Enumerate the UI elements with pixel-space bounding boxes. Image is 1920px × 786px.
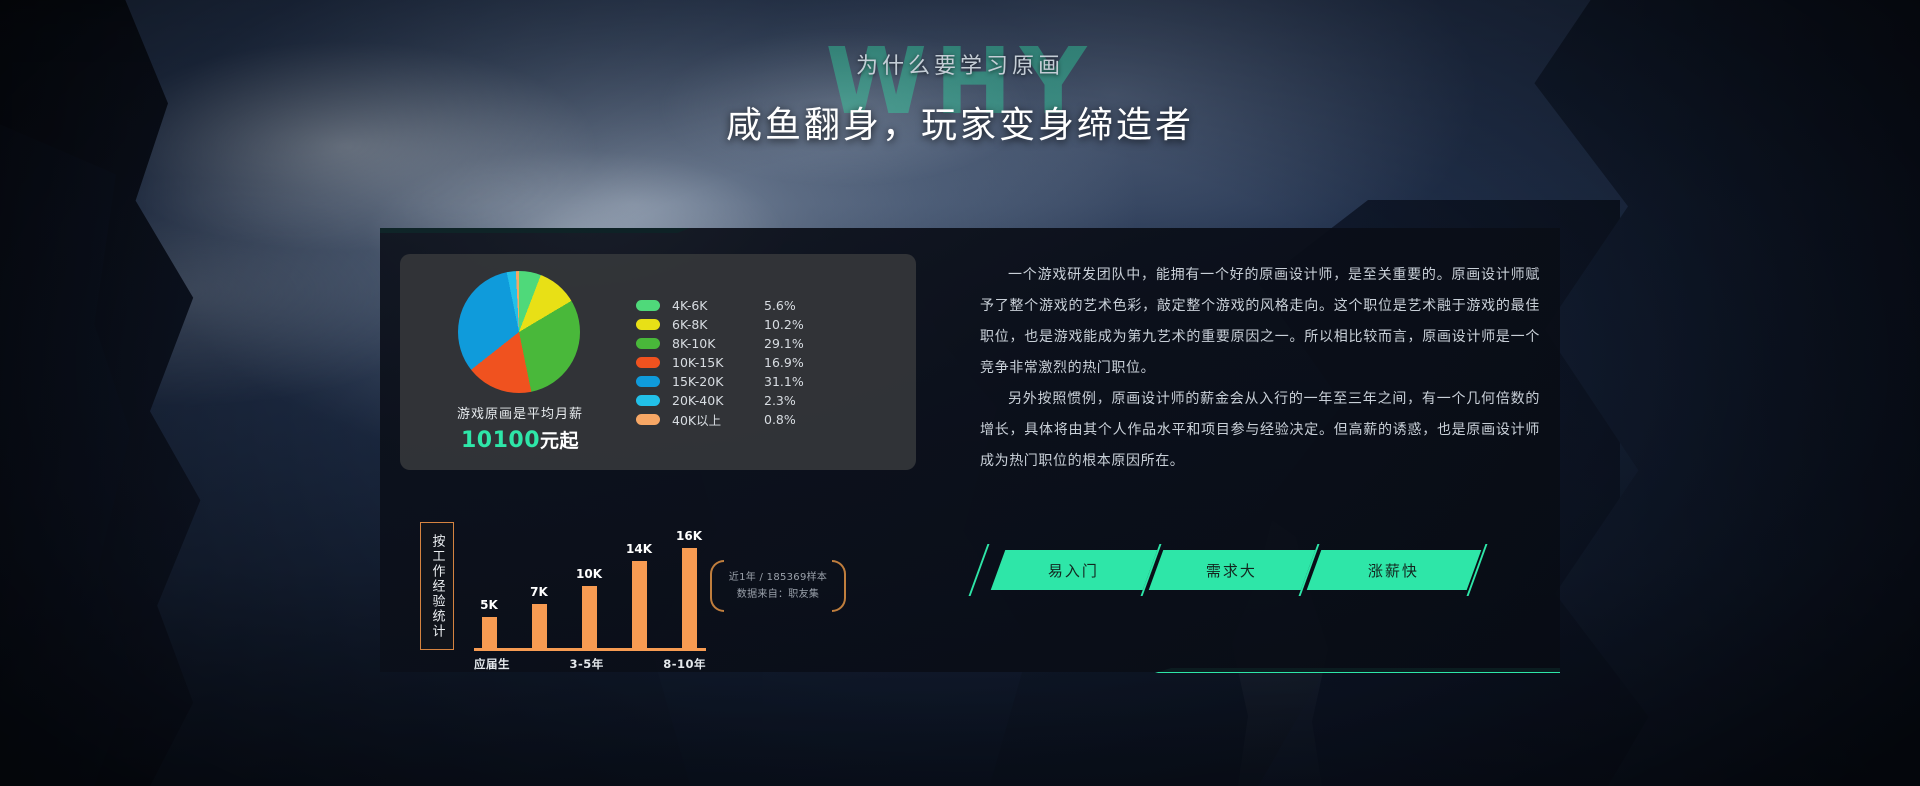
- bar-value-label: 14K: [626, 542, 652, 556]
- paragraph-1: 一个游戏研发团队中，能拥有一个好的原画设计师，是至关重要的。原画设计师赋予了整个…: [980, 267, 1540, 376]
- legend-label: 40K以上: [672, 412, 722, 428]
- legend-label: 10K-15K: [672, 354, 724, 370]
- bar-column: 14K: [624, 542, 654, 648]
- bar-tick-label: 应届生: [474, 657, 510, 671]
- bar: [681, 548, 697, 648]
- legend-row: 40K以上 0.8%: [636, 410, 916, 429]
- legend-row: 6K-8K 10.2%: [636, 315, 916, 334]
- experience-bar-chart: 按工作经验统计 5K 7K 10K 14K 16K 应届生 3-5年 8-10年 近1年 /…: [420, 516, 940, 676]
- legend-color-chip: [636, 413, 660, 425]
- tag-easy-entry[interactable]: 易入门: [990, 550, 1158, 590]
- bar-value-label: 16K: [676, 529, 702, 543]
- description-column: 一个游戏研发团队中，能拥有一个好的原画设计师，是至关重要的。原画设计师赋予了整个…: [980, 260, 1540, 477]
- salary-distribution-card: 游戏原画是平均月薪 10100元起 4K-6K 5.6% 6K-8K 10.2% 8K-…: [400, 254, 916, 470]
- tag-high-demand-label: 需求大: [1206, 561, 1258, 580]
- legend-percent: 0.8%: [764, 411, 796, 427]
- bar-column: 7K: [524, 585, 554, 648]
- bar: [481, 617, 497, 648]
- pie-average-salary: 10100元起: [436, 426, 604, 453]
- bar-tick-labels: 应届生 3-5年 8-10年: [474, 656, 706, 672]
- legend-label: 20K-40K: [672, 392, 724, 408]
- tag-easy-entry-label: 易入门: [1048, 561, 1100, 580]
- experience-vertical-label-text: 按工作经验统计: [429, 533, 445, 639]
- page-header: WHY 为什么要学习原画 咸鱼翻身，玩家变身缔造者: [0, 36, 1920, 148]
- bar: [531, 604, 547, 648]
- bar-columns: 5K 7K 10K 14K 16K: [474, 516, 704, 648]
- bar-axis-line: [474, 648, 706, 651]
- bar-value-label: 10K: [576, 567, 602, 581]
- legend-percent: 5.6%: [764, 297, 796, 313]
- legend-percent: 2.3%: [764, 392, 796, 408]
- pie-caption: 游戏原画是平均月薪 10100元起: [436, 403, 604, 453]
- legend-percent: 10.2%: [764, 316, 804, 332]
- legend-color-chip: [636, 337, 660, 349]
- legend-row: 10K-15K 16.9%: [636, 353, 916, 372]
- feature-tags: 易入门 需求大 涨薪快: [968, 544, 1504, 596]
- legend-color-chip: [636, 299, 660, 311]
- legend-percent: 16.9%: [764, 354, 804, 370]
- bracket-left-icon: [710, 560, 724, 612]
- bar-column: 16K: [674, 529, 704, 648]
- salary-pie-chart: [458, 271, 580, 393]
- salary-amount-suffix: 元起: [540, 430, 580, 452]
- paragraph-2: 另外按照惯例，原画设计师的薪金会从入行的一年至三年之间，有一个几何倍数的增长，具…: [980, 391, 1540, 469]
- bar-value-label: 7K: [530, 585, 548, 599]
- bar-tick-label: 8-10年: [663, 657, 706, 671]
- bar-value-label: 5K: [480, 598, 498, 612]
- pie-caption-label: 游戏原画是平均月薪: [456, 407, 583, 422]
- watermark-text: WHY: [825, 28, 1095, 135]
- legend-label: 15K-20K: [672, 373, 724, 389]
- legend-row: 15K-20K 31.1%: [636, 372, 916, 391]
- section-subtitle: 为什么要学习原画: [855, 54, 1064, 79]
- bracket-right-icon: [832, 560, 846, 612]
- data-source-note: 近1年 / 185369样本 数据来自：职友集: [710, 560, 846, 612]
- content-panel: 游戏原画是平均月薪 10100元起 4K-6K 5.6% 6K-8K 10.2% 8K-…: [380, 228, 1560, 672]
- legend-row: 20K-40K 2.3%: [636, 391, 916, 410]
- legend-label: 8K-10K: [672, 335, 716, 351]
- legend-row: 8K-10K 29.1%: [636, 334, 916, 353]
- sample-size-text: 近1年 / 185369样本: [728, 572, 828, 583]
- legend-color-chip: [636, 394, 660, 406]
- pie-chart-wrap: 游戏原画是平均月薪 10100元起: [400, 271, 630, 453]
- tag-fast-raise[interactable]: 涨薪快: [1306, 550, 1482, 590]
- bar: [631, 561, 647, 648]
- legend-row: 4K-6K 5.6%: [636, 296, 916, 315]
- experience-vertical-label: 按工作经验统计: [420, 522, 454, 650]
- source-text: 数据来自：职友集: [736, 589, 820, 600]
- bar-column: 10K: [574, 567, 604, 648]
- salary-amount: 10100: [460, 428, 541, 453]
- legend-color-chip: [636, 318, 660, 330]
- bar-column: 5K: [474, 598, 504, 648]
- legend-color-chip: [636, 356, 660, 368]
- bar-tick-label: 3-5年: [569, 657, 604, 671]
- pie-legend: 4K-6K 5.6% 6K-8K 10.2% 8K-10K 29.1% 10K-15K 16.…: [630, 296, 916, 429]
- stats-left-column: 游戏原画是平均月薪 10100元起 4K-6K 5.6% 6K-8K 10.2% 8K-…: [400, 254, 920, 671]
- tag-high-demand[interactable]: 需求大: [1148, 550, 1316, 590]
- legend-percent: 31.1%: [764, 373, 804, 389]
- legend-label: 6K-8K: [672, 316, 708, 332]
- page-title: 咸鱼翻身，玩家变身缔造者: [725, 105, 1194, 146]
- legend-color-chip: [636, 375, 660, 387]
- bar: [581, 586, 597, 648]
- tag-fast-raise-label: 涨薪快: [1368, 561, 1420, 580]
- legend-percent: 29.1%: [764, 335, 804, 351]
- legend-label: 4K-6K: [672, 297, 708, 313]
